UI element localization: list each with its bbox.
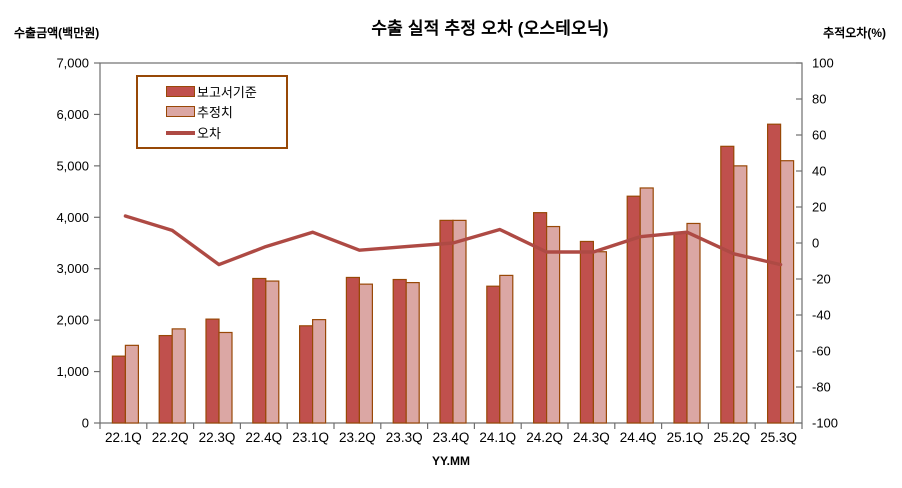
bar-reported [579,240,595,424]
bar-reported [766,123,782,424]
x-axis-category-label: 24.4Q [620,430,657,445]
error-series-swatch [166,130,195,135]
bar-estimate [312,319,327,424]
left-axis-tick-label: 6,000 [56,107,89,122]
left-axis-tick-label: 1,000 [56,364,89,379]
chart-title: 수출 실적 추정 오차 (오스테오닉) [371,19,609,38]
bar-estimate [686,222,701,424]
right-axis-tick-label: -20 [812,272,831,287]
right-axis-tick-label: 80 [812,92,826,107]
bar-reported [626,195,641,424]
bar-estimate [499,274,514,424]
x-axis-category-label: 22.2Q [152,430,189,445]
bar-reported [439,219,454,424]
x-axis-category-label: 23.1Q [292,430,329,445]
bar-estimate [405,282,420,424]
x-axis-category-label: 24.1Q [479,430,516,445]
bar-estimate [124,344,140,424]
bar-reported [720,145,735,424]
bar-estimate [733,165,748,424]
bar-estimate [171,328,186,424]
right-axis-tick-label: 100 [812,56,834,71]
bar-estimate [592,251,608,424]
bar-reported [345,276,360,424]
bar-reported [205,318,220,424]
right-axis-tick-label: -40 [812,308,831,323]
reported-series-swatch [166,85,195,97]
legend-item-estimate: 추정치 [166,103,282,121]
left-axis-tick-label: 3,000 [56,261,89,276]
x-axis-category-label: 22.3Q [199,430,236,445]
bar-reported [486,285,501,424]
left-axis-tick-label: 4,000 [56,210,89,225]
bar-estimate [218,331,233,424]
x-axis-category-label: 22.1Q [105,430,142,445]
right-axis-tick-label: -60 [812,344,831,359]
x-axis-category-label: 24.3Q [573,430,610,445]
x-axis-category-label: 25.1Q [667,430,704,445]
x-axis-category-label: 25.2Q [713,430,750,445]
right-axis-tick-label: 60 [812,128,826,143]
bar-estimate [779,160,795,424]
bar-reported [392,278,407,424]
bar-estimate [452,219,467,424]
bar-reported [673,232,688,424]
bar-estimate [639,187,654,424]
left-axis-tick-label: 5,000 [56,158,89,173]
x-axis-title: YY.MM [431,454,470,468]
left-axis-title: 수출금액(백만원) [14,26,100,40]
right-axis-title: 추적오차(%) [823,26,886,40]
right-axis-tick-label: -100 [812,416,838,431]
legend-label: 보고서기준 [197,84,257,100]
bar-estimate [265,280,280,424]
bar-estimate [545,225,561,424]
right-axis-tick-label: -80 [812,380,831,395]
x-axis-category-label: 24.2Q [526,430,563,445]
legend-label: 오차 [197,126,221,142]
legend-item-reported: 보고서기준 [166,82,282,100]
legend-box: 보고서기준 추정치 오차 [136,75,288,149]
bar-reported [252,277,267,424]
bar-reported [111,355,127,424]
left-axis-tick-label: 7,000 [56,56,89,71]
right-axis-tick-label: 40 [812,164,826,179]
left-axis-tick-label: 0 [82,416,89,431]
x-axis-category-label: 23.2Q [339,430,376,445]
left-axis-tick-label: 2,000 [56,313,89,328]
legend-item-error: 오차 [166,124,282,142]
x-axis-category-label: 22.4Q [245,430,282,445]
x-axis-category-label: 23.3Q [386,430,423,445]
error-line [123,214,783,267]
bar-reported [532,212,548,424]
bar-reported [299,325,314,424]
x-axis-category-label: 23.4Q [433,430,470,445]
bar-estimate [358,283,373,424]
legend-label: 추정치 [197,105,233,121]
x-axis-category-label: 25.3Q [760,430,797,445]
right-axis-tick-label: 20 [812,200,826,215]
bar-reported [158,334,173,424]
right-axis-tick-label: 0 [812,236,819,251]
estimate-series-swatch [166,106,195,118]
